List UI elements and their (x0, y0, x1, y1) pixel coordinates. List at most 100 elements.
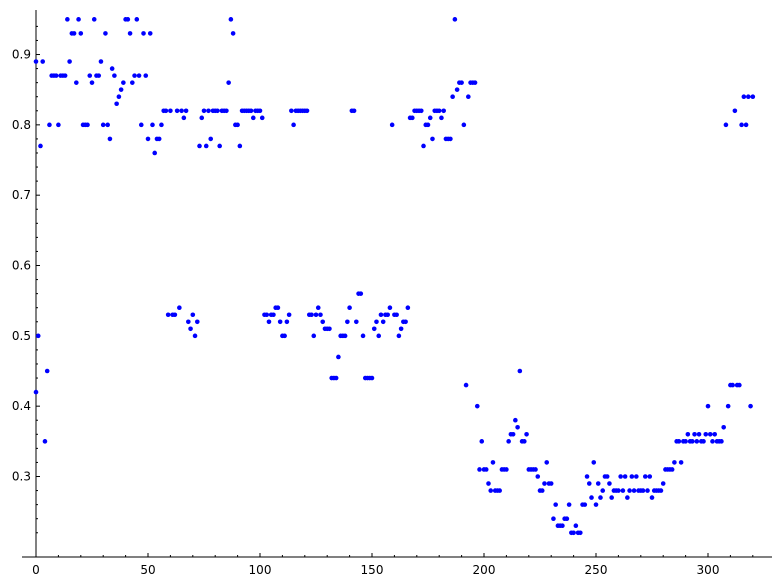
data-points (33, 17, 756, 536)
data-point (85, 122, 90, 128)
data-point (591, 460, 597, 465)
data-point (539, 488, 545, 493)
data-point (586, 481, 592, 486)
data-point (351, 108, 357, 114)
data-point (690, 439, 695, 444)
data-point (427, 115, 433, 121)
data-point (107, 136, 113, 142)
data-point (645, 488, 650, 493)
data-point (112, 73, 117, 78)
data-point (389, 122, 395, 128)
data-point (96, 73, 102, 78)
data-point (578, 530, 583, 536)
data-point (313, 312, 319, 318)
data-point (177, 305, 182, 311)
data-point (320, 319, 326, 325)
data-point (194, 319, 200, 325)
data-point (134, 17, 140, 22)
data-point (127, 31, 133, 36)
data-point (65, 17, 70, 22)
data-point (649, 495, 655, 500)
x-tick-label: 200 (473, 563, 496, 577)
data-point (477, 467, 482, 472)
data-point (685, 432, 691, 437)
data-point (387, 305, 393, 311)
data-point (56, 122, 61, 128)
data-point (44, 368, 50, 374)
data-point (282, 333, 287, 339)
data-point (179, 108, 184, 114)
data-point (315, 305, 321, 311)
axes (22, 10, 772, 558)
data-point (53, 73, 59, 78)
data-point (141, 31, 146, 36)
data-point (376, 333, 382, 339)
data-point (448, 136, 453, 142)
data-point (35, 333, 41, 339)
data-point (327, 326, 332, 332)
data-point (136, 73, 142, 78)
data-point (138, 122, 144, 128)
data-point (607, 481, 612, 486)
y-ticks: 0.3 0.4 0.5 0.6 0.7 0.8 0.9 (12, 25, 40, 534)
data-point (33, 59, 39, 64)
data-point (159, 122, 164, 128)
data-point (730, 382, 735, 388)
data-point (600, 488, 606, 493)
data-point (208, 136, 214, 142)
data-point (369, 375, 375, 381)
data-point (589, 495, 594, 500)
data-point (743, 122, 749, 128)
data-point (622, 474, 628, 479)
y-tick-label: 0.7 (12, 188, 31, 202)
data-point (311, 333, 317, 339)
data-point (672, 460, 677, 465)
data-point (358, 291, 364, 296)
x-tick-label: 300 (697, 563, 720, 577)
data-point (535, 474, 541, 479)
data-point (616, 488, 621, 493)
data-point (551, 516, 556, 521)
data-point (284, 319, 290, 325)
data-point (513, 417, 518, 423)
data-point (183, 108, 189, 114)
data-point (678, 460, 684, 465)
data-point (152, 150, 158, 156)
data-point (38, 143, 43, 149)
data-point (248, 108, 254, 114)
data-point (103, 31, 108, 36)
data-point (748, 403, 753, 409)
y-tick-label: 0.9 (12, 48, 31, 62)
data-point (360, 333, 366, 339)
data-point (257, 108, 263, 114)
data-point (564, 516, 570, 521)
data-point (396, 333, 402, 339)
data-point (719, 439, 724, 444)
data-point (347, 305, 352, 311)
data-point (378, 312, 384, 318)
y-tick-label: 0.5 (12, 329, 31, 343)
data-point (723, 122, 729, 128)
data-point (224, 108, 229, 114)
data-point (266, 319, 272, 325)
data-point (40, 59, 46, 64)
data-point (168, 108, 173, 114)
data-point (309, 312, 314, 318)
data-point (642, 474, 648, 479)
data-point (584, 474, 590, 479)
data-point (418, 108, 424, 114)
data-point (203, 143, 209, 149)
data-point (692, 432, 697, 437)
data-point (430, 136, 435, 142)
data-point (385, 312, 390, 318)
data-point (732, 108, 738, 114)
y-tick-label: 0.6 (12, 259, 31, 273)
data-point (394, 312, 399, 318)
data-point (439, 115, 444, 121)
data-point (517, 368, 523, 374)
data-point (466, 94, 471, 100)
data-point (230, 31, 236, 36)
data-point (286, 312, 292, 318)
data-point (89, 80, 95, 85)
data-point (595, 481, 601, 486)
